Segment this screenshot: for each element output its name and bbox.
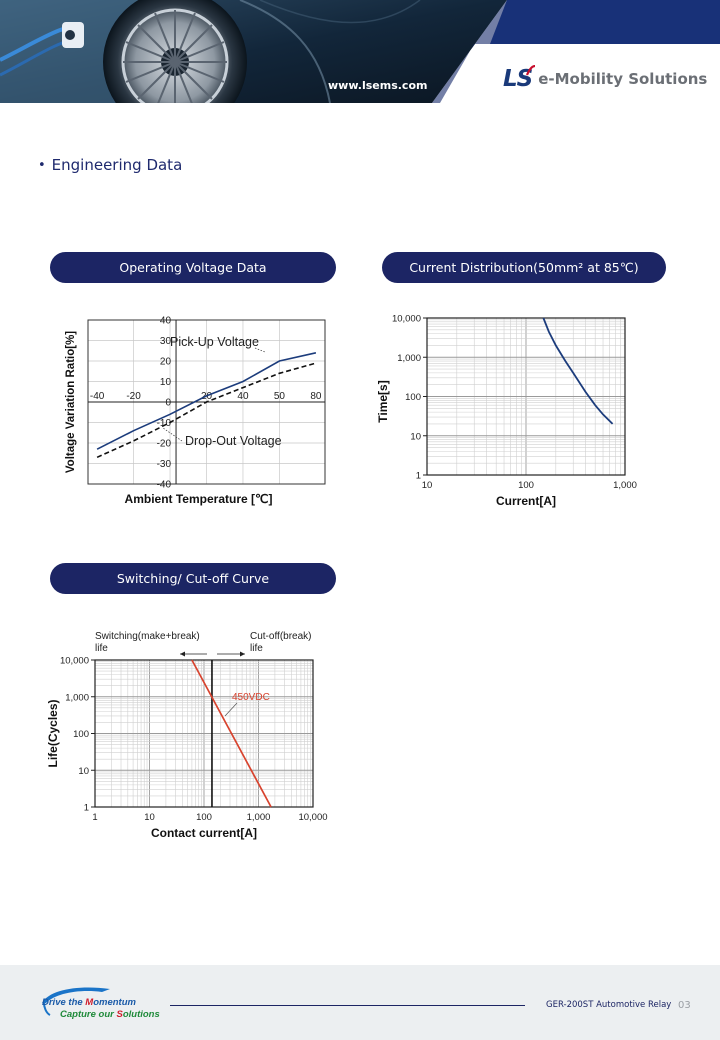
y-tick-label: 20: [160, 357, 172, 368]
website-url[interactable]: www.lsems.com: [328, 79, 428, 92]
y-tick-label: 30: [160, 336, 172, 347]
x-tick-label: 1: [92, 812, 97, 823]
cutoff-life-label-2: life: [250, 643, 263, 654]
section-title: • Engineering Data: [38, 156, 182, 174]
brand-name: e-Mobility Solutions: [538, 70, 708, 88]
footer-divider: [170, 1005, 525, 1006]
x-tick-label: 100: [196, 812, 212, 823]
drive-the-momentum-logo: Drive the Momentum Capture our Solutions: [42, 987, 160, 1020]
ls-brand-logo: LS e-Mobility Solutions: [503, 65, 708, 92]
y-axis-label: Voltage Variation Ratio[%]: [65, 331, 77, 473]
y-tick-label: 10,000: [60, 656, 89, 667]
x-tick-label: -40: [90, 391, 105, 402]
y-tick-label: 1,000: [65, 692, 89, 703]
ls-logo-mark: LS: [503, 66, 533, 92]
y-axis-label: Life(Cycles): [46, 699, 60, 767]
y-tick-label: -30: [157, 459, 172, 470]
pick-up-voltage-line: [96, 352, 317, 450]
x-tick-label: 10: [144, 812, 155, 823]
switching-arrow-head: [180, 651, 185, 657]
switching-life-label: Switching(make+break): [95, 631, 200, 642]
drop-out-voltage-label: Drop-Out Voltage: [185, 434, 282, 448]
y-tick-label: 1: [84, 803, 89, 814]
vdc-450-line: [191, 659, 272, 808]
slogan-line2: Capture our Solutions: [60, 1009, 160, 1020]
x-axis-label: Current[A]: [496, 494, 556, 508]
x-axis-label: Contact current[A]: [151, 826, 257, 840]
drop-out-voltage-line: [96, 362, 317, 459]
pick-up-voltage-label: Pick-Up Voltage: [170, 335, 259, 349]
footer-model: GER-200ST Automotive Relay: [546, 1000, 672, 1010]
x-tick-label: 50: [274, 391, 286, 402]
y-tick-label: 40: [160, 316, 172, 327]
y-tick-label: 10,000: [392, 314, 421, 325]
x-tick-label: 1,000: [613, 480, 637, 491]
vdc-450-leader: [224, 702, 238, 717]
ev-charging-photo: [0, 0, 720, 103]
y-tick-label: 1,000: [397, 353, 421, 364]
x-tick-label: 10: [422, 480, 433, 491]
vdc-450-label: 450VDC: [232, 692, 270, 703]
slogan-line1: Drive the Momentum: [42, 997, 137, 1008]
bullet: •: [38, 158, 46, 173]
y-axis-label: Time[s]: [376, 380, 390, 422]
y-tick-label: 0: [165, 398, 171, 409]
cutoff-life-label: Cut-off(break): [250, 631, 312, 642]
page-number: 03: [678, 1000, 691, 1011]
x-tick-label: 40: [237, 391, 249, 402]
y-tick-label: -20: [157, 439, 172, 450]
x-tick-label: 80: [310, 391, 322, 402]
x-axis-label: Ambient Temperature [℃]: [125, 492, 273, 506]
header-banner: www.lsems.com LS e-Mobility Solutions: [0, 0, 720, 103]
cutoff-arrow-head: [240, 651, 245, 657]
logo-swoosh-icon: [526, 65, 536, 76]
panel-title-current-distribution: Current Distribution(50mm² at 85℃): [382, 252, 666, 283]
panel-title-switching-cutoff: Switching/ Cut-off Curve: [50, 563, 336, 594]
switching-life-label-2: life: [95, 643, 108, 654]
current-time-curve: [542, 317, 614, 425]
x-tick-label: 100: [518, 480, 534, 491]
y-tick-label: -40: [157, 480, 172, 491]
drop-out-leader: [162, 427, 183, 442]
y-tick-label: 1: [416, 471, 421, 482]
panel-title-operating-voltage: Operating Voltage Data: [50, 252, 336, 283]
x-tick-label: 1,000: [247, 812, 271, 823]
footer: Drive the Momentum Capture our Solutions…: [0, 965, 720, 1040]
switching-cutoff-chart: 10,000 1,000 100 10 11 10 100 1,000 10,000 Switch…: [46, 631, 328, 840]
y-tick-label: 100: [405, 392, 421, 403]
y-tick-label: 10: [78, 766, 89, 777]
y-tick-label: 10: [160, 377, 172, 388]
y-tick-label: 100: [73, 729, 89, 740]
y-tick-label: 10: [410, 431, 421, 442]
x-tick-label: -20: [126, 391, 141, 402]
x-tick-label: 10,000: [298, 812, 327, 823]
section-title-text: Engineering Data: [51, 156, 183, 174]
y-tick-label: -10: [157, 418, 172, 429]
